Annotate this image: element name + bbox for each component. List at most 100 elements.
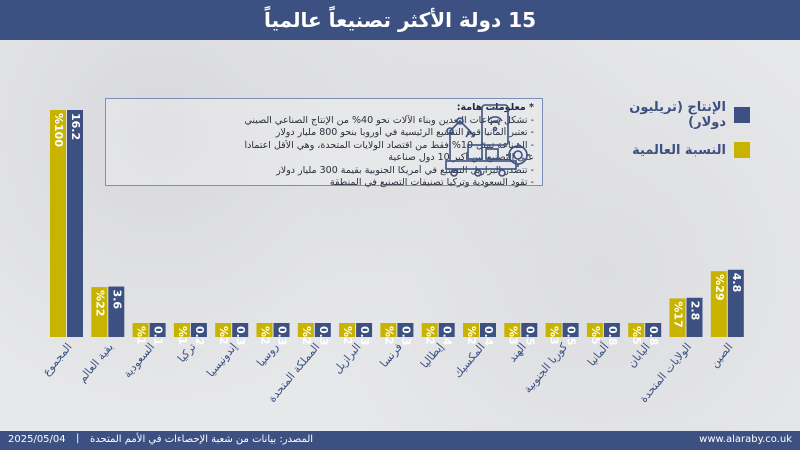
label-share: %5 [589,326,602,345]
label-share: %2 [424,326,437,345]
label-production: 0.3 [234,326,247,346]
label-share: %5 [630,326,643,345]
bar-share [628,323,645,337]
footer-source: المصدر: بيانات من شعبة الإحصاءات في الأم… [90,434,314,445]
label-share: %2 [300,326,313,345]
bar-share [132,323,149,337]
legend-label: النسبة العالمية [632,142,726,158]
label-share: %17 [672,301,685,327]
label-share: %2 [465,326,478,345]
category-label: كوريا الجنوبية [521,340,571,396]
bar-production [190,323,207,337]
label-production: 0.8 [647,326,660,346]
bar-share [504,323,521,337]
legend-item-share: النسبة العالمية [600,142,750,158]
legend-swatch [734,107,750,123]
bar-share [91,287,108,337]
bar-share [256,323,273,337]
category-label: الصين [708,341,736,371]
bar-production [603,323,620,337]
factory-automation-icon [445,104,530,177]
label-production: 0.5 [565,326,578,346]
category-label: السعودية [121,341,157,381]
bar-production [397,323,414,337]
bar-share [586,323,603,337]
bar-share [463,323,479,337]
bar-production [108,286,125,337]
bar-production [67,110,83,337]
bar-production [314,323,331,337]
footer-bar: 2025/05/04 | المصدر: بيانات من شعبة الإح… [0,431,800,450]
bar-share [339,323,356,337]
notes-line: على التصنيع بين أكبر 10 دول صناعية [388,152,534,163]
footer-site: www.alaraby.co.uk [699,434,792,445]
bar-share [545,323,562,337]
bar-production [273,323,290,337]
notes-box: * معلومات هامة: - تشكل صناعات التعدين وب… [105,98,543,188]
bar-share [710,271,727,337]
label-share: %100 [52,113,65,147]
legend: الإنتاج (تريليون دولار) النسبة العالمية [600,100,750,170]
category-label: البرازيل [331,341,364,377]
bar-production [232,323,249,337]
notes-line: - تتصدر البرازيل التصنيع في أمريكا الجنو… [276,164,534,176]
bar-production [521,323,538,337]
label-share: %1 [135,326,148,345]
label-production: 0.3 [358,326,371,346]
label-share: %22 [93,290,106,316]
label-production: 0.4 [482,326,495,346]
bar-share [50,110,66,337]
label-share: %3 [548,326,561,345]
bar-production [686,297,703,337]
category-label: إندونيسيا [204,341,240,380]
bar-production [727,269,744,337]
category-label: بقية العالم [76,341,116,385]
bar-production [149,323,166,337]
bar-production [438,323,455,337]
category-label: المكسيك [451,341,487,381]
label-share: %2 [217,326,230,345]
label-production: 0.8 [606,326,619,346]
label-share: %1 [176,326,189,345]
notes-text: * معلومات هامة: - تشكل صناعات التعدين وب… [216,102,534,190]
notes-line: - تشكل صناعات التعدين وبناء الآلات نحو 4… [244,114,534,126]
bar-production [645,323,662,337]
label-share: %2 [259,326,272,345]
label-share: %2 [382,326,395,345]
label-production: 16.2 [69,113,82,140]
bar-share [421,323,438,337]
label-production: 0.3 [399,326,412,346]
label-share: %29 [713,274,726,300]
bar-production [356,323,373,337]
bar-production [480,323,496,337]
label-production: 3.6 [110,290,123,310]
notes-line: - تقود السعودية وتركيا تصنيفات التصنيع ف… [329,177,534,188]
notes-line: - تعتبر ألمانيا قوة التصنيع الرئيسية في … [275,127,534,138]
label-production: 2.8 [689,301,702,321]
bar-share [215,323,232,337]
title-bar: 15 دولة الأكثر تصنيعاً عالمياً [0,0,800,40]
footer-date: 2025/05/04 [8,434,66,445]
category-label: المجموع [40,341,75,379]
footer-separator: | [76,433,80,444]
label-production: 0.3 [317,326,330,346]
label-production: 0.5 [523,326,536,346]
label-production: 0.4 [441,326,454,346]
bar-production [562,323,579,337]
bar-share [173,323,190,337]
page-title: 15 دولة الأكثر تصنيعاً عالمياً [263,8,537,32]
notes-title: * معلومات هامة: [456,102,534,113]
label-production: 4.8 [730,273,743,293]
label-share: %3 [506,326,519,345]
legend-swatch [734,142,750,158]
label-share: %2 [341,326,354,345]
label-production: 0.2 [193,326,206,346]
bar-share [669,298,686,337]
legend-item-production: الإنتاج (تريليون دولار) [600,100,750,130]
label-production: 0.1 [152,326,165,346]
bar-share [380,323,397,337]
legend-label: الإنتاج (تريليون دولار) [629,100,726,130]
bar-share [297,323,314,337]
